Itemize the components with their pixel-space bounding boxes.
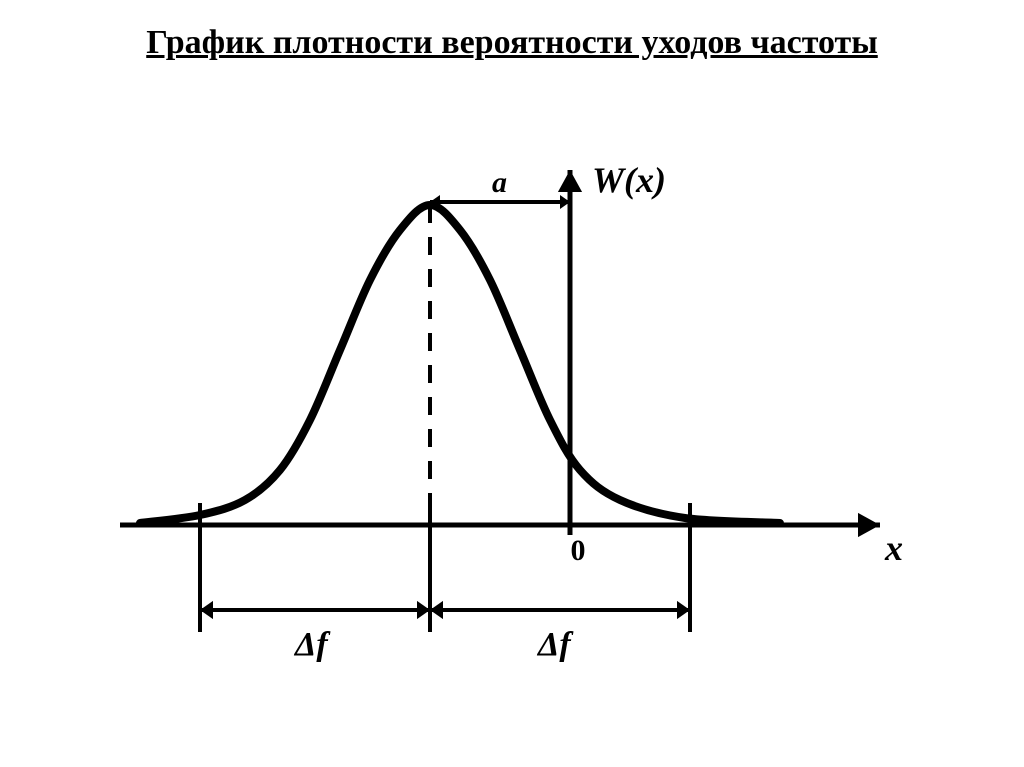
page: График плотности вероятности уходов част…	[0, 0, 1024, 767]
delta-f-left-label: Δf	[293, 626, 331, 663]
a-label: a	[492, 166, 507, 199]
chart-svg: W(x) x a 0 Δf Δf	[100, 130, 920, 690]
page-title: График плотности вероятности уходов част…	[146, 24, 878, 62]
y-axis-label: W(x)	[592, 160, 666, 200]
x-axis-label: x	[884, 528, 903, 568]
y-axis-arrow	[558, 170, 582, 192]
x-axis-arrow	[858, 513, 880, 537]
delta-f-right-label: Δf	[536, 626, 574, 663]
density-curve	[140, 205, 780, 523]
origin-zero-label: 0	[571, 534, 586, 567]
pdf-chart: W(x) x a 0 Δf Δf	[100, 130, 920, 695]
